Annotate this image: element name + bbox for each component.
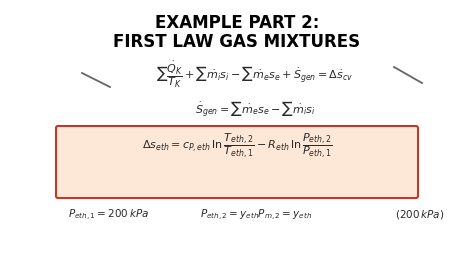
FancyBboxPatch shape — [56, 126, 418, 198]
Text: EXAMPLE PART 2:: EXAMPLE PART 2: — [155, 14, 319, 32]
Text: $P_{eth,2} = y_{eth}P_{m,2} = y_{eth}$: $P_{eth,2} = y_{eth}P_{m,2} = y_{eth}$ — [200, 208, 312, 223]
Text: $\Delta s_{eth} = c_{P,eth}\,\ln\dfrac{T_{eth,2}}{T_{eth,1}} - R_{eth}\,\ln\dfra: $\Delta s_{eth} = c_{P,eth}\,\ln\dfrac{T… — [142, 132, 332, 161]
Text: FIRST LAW GAS MIXTURES: FIRST LAW GAS MIXTURES — [113, 33, 361, 51]
Text: $P_{eth,1} = 200\,kPa$: $P_{eth,1} = 200\,kPa$ — [68, 208, 149, 223]
Text: $\dot{S}_{gen} = \sum \dot{m}_e s_e - \sum \dot{m}_i s_i$: $\dot{S}_{gen} = \sum \dot{m}_e s_e - \s… — [194, 100, 315, 120]
Text: $(200\,kPa)$: $(200\,kPa)$ — [395, 208, 444, 221]
Text: $\sum\dfrac{\dot{Q}_K}{T_K} + \sum \dot{m}_i s_i - \sum \dot{m}_e s_e + \dot{S}_: $\sum\dfrac{\dot{Q}_K}{T_K} + \sum \dot{… — [156, 60, 354, 90]
